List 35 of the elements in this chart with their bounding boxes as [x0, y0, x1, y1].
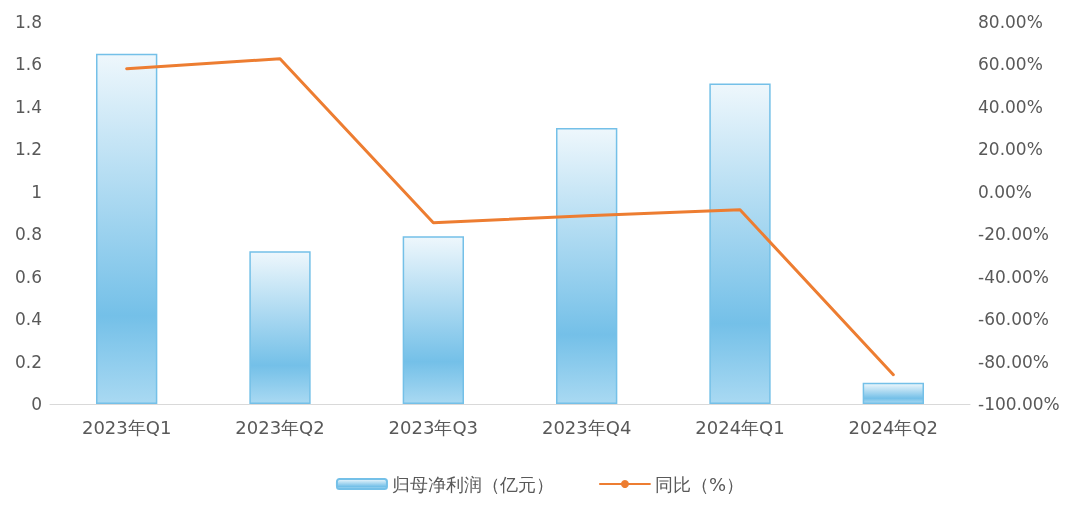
- y2-tick-label: -100.00%: [978, 394, 1060, 414]
- x-tick-label: 2023年Q2: [235, 416, 325, 438]
- legend-label: 同比（%）: [654, 473, 745, 495]
- legend-label: 归母净利润（亿元）: [391, 473, 554, 495]
- y2-tick-label: 40.00%: [978, 96, 1043, 117]
- x-tick-label: 2023年Q4: [541, 416, 632, 438]
- y2-tick-label: 60.00%: [978, 54, 1043, 75]
- y2-tick-label: -60.00%: [978, 309, 1049, 330]
- bar: [96, 53, 158, 404]
- y-tick-label: 0.4: [14, 309, 42, 330]
- x-tick-label: 2023年Q3: [388, 416, 479, 438]
- y2-tick-label: -80.00%: [978, 351, 1049, 372]
- y2-tick-label: -40.00%: [978, 266, 1049, 287]
- y-tick-label: 1.4: [14, 96, 42, 117]
- y-tick-label: 1: [31, 181, 42, 202]
- y2-tick-label: -20.00%: [978, 224, 1049, 245]
- y-tick-label: 0.2: [14, 351, 42, 372]
- y2-tick-label: 80.00%: [978, 12, 1043, 32]
- bar: [709, 83, 771, 404]
- bar: [249, 251, 311, 404]
- y-tick-label: 0.6: [14, 266, 42, 287]
- y-tick-label: 1.2: [14, 139, 42, 160]
- bar: [402, 236, 464, 404]
- y-tick-label: 0.8: [14, 224, 42, 245]
- x-tick-label: 2024年Q2: [848, 416, 939, 438]
- x-tick-label: 2023年Q1: [81, 416, 172, 438]
- y2-tick-label: 20.00%: [978, 139, 1043, 160]
- bar: [862, 382, 924, 404]
- y-tick-label: 1.6: [14, 54, 42, 75]
- x-tick-label: 2024年Q1: [695, 416, 785, 438]
- line-series: [125, 57, 895, 377]
- y2-tick-label: 0.00%: [978, 181, 1033, 202]
- y-tick-label: 1.8: [14, 12, 42, 32]
- bar: [556, 128, 618, 404]
- y-tick-label: 0: [31, 394, 42, 414]
